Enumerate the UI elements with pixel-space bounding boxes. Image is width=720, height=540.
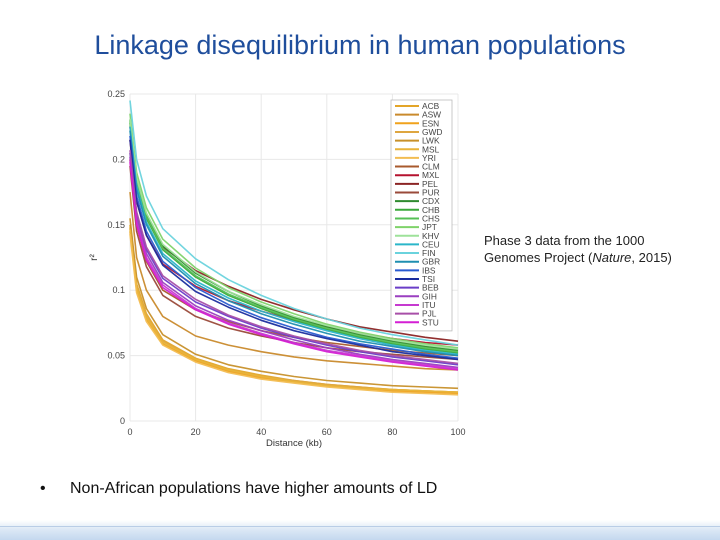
bullet-text: Non-African populations have higher amou… (70, 480, 438, 497)
legend-label-ceu: CEU (422, 239, 440, 249)
legend-label-jpt: JPT (422, 222, 437, 232)
series-line-msl (129, 228, 459, 393)
legend-label-yri: YRI (422, 153, 436, 163)
ld-decay-chart: 0 20 40 60 80 100 0 0.05 0.1 0.15 0.2 0.25 Distance … (89, 89, 466, 449)
legend-label-stu: STU (422, 317, 439, 327)
series-line-gih (129, 156, 459, 369)
caption-text-end: , 2015) (631, 250, 672, 265)
legend-label-chb: CHB (422, 205, 440, 215)
series-line-asw (129, 192, 459, 371)
legend-label-cdx: CDX (422, 196, 440, 206)
source-caption: Phase 3 data from the 1000 Genomes Proje… (484, 232, 674, 266)
legend-label-itu: ITU (422, 300, 436, 310)
series-line-stu (129, 161, 459, 371)
x-tick-label: 20 (191, 427, 201, 437)
bullet-point: • Non-African populations have higher amo… (40, 480, 437, 498)
series-line-pur (129, 165, 459, 361)
legend-label-pur: PUR (422, 188, 440, 198)
footer-band (0, 520, 720, 540)
y-tick-label: 0.05 (107, 351, 125, 361)
series-line-lwk (129, 218, 459, 390)
x-tick-label: 100 (450, 427, 465, 437)
x-axis-label: Distance (kb) (266, 438, 322, 449)
series-line-chs (129, 121, 459, 353)
series-line-fin (129, 100, 459, 346)
bullet-marker-icon: • (40, 480, 46, 497)
y-tick-label: 0.25 (107, 89, 125, 99)
series-line-tsi (129, 139, 459, 361)
legend-label-fin: FIN (422, 248, 436, 258)
series-line-pjl (129, 150, 459, 365)
legend-label-esn: ESN (422, 118, 439, 128)
legend-label-pel: PEL (422, 179, 438, 189)
legend-label-gbr: GBR (422, 257, 440, 267)
series-line-gbr (129, 130, 459, 357)
legend-label-mxl: MXL (422, 170, 440, 180)
x-tick-label: 80 (387, 427, 397, 437)
series-line-jpt (129, 113, 459, 349)
y-tick-label: 0.2 (112, 154, 125, 164)
legend-box (390, 99, 453, 332)
legend-label-acb: ACB (422, 101, 440, 111)
legend-label-lwk: LWK (422, 136, 440, 146)
series-line-khv (129, 118, 459, 350)
legend-label-msl: MSL (422, 144, 440, 154)
y-axis-label: r² (89, 254, 100, 261)
legend-label-chs: CHS (422, 213, 440, 223)
caption-journal: Nature (592, 250, 632, 265)
legend-label-asw: ASW (422, 110, 441, 120)
legend-label-clm: CLM (422, 162, 440, 172)
series-line-yri (129, 233, 459, 396)
footer-divider (0, 526, 720, 527)
legend-label-tsi: TSI (422, 274, 435, 284)
legend-label-ibs: IBS (422, 265, 436, 275)
y-tick-label: 0 (120, 416, 125, 426)
y-tick-label: 0.15 (107, 220, 125, 230)
slide-title: Linkage disequilibrium in human populati… (94, 30, 626, 60)
x-tick-label: 60 (322, 427, 332, 437)
legend-label-beb: BEB (422, 283, 439, 293)
series-line-ibs (129, 135, 459, 359)
x-tick-label: 0 (127, 427, 132, 437)
caption-text-start: Phase 3 data from the 1000 Genomes Proje… (484, 233, 645, 265)
legend-label-pjl: PJL (422, 309, 437, 319)
y-tick-label: 0.1 (112, 285, 125, 295)
x-tick-label: 40 (256, 427, 266, 437)
legend-label-khv: KHV (422, 231, 440, 241)
series-line-beb (129, 152, 459, 366)
legend-label-gwd: GWD (422, 127, 442, 137)
legend-label-gih: GIH (422, 291, 437, 301)
